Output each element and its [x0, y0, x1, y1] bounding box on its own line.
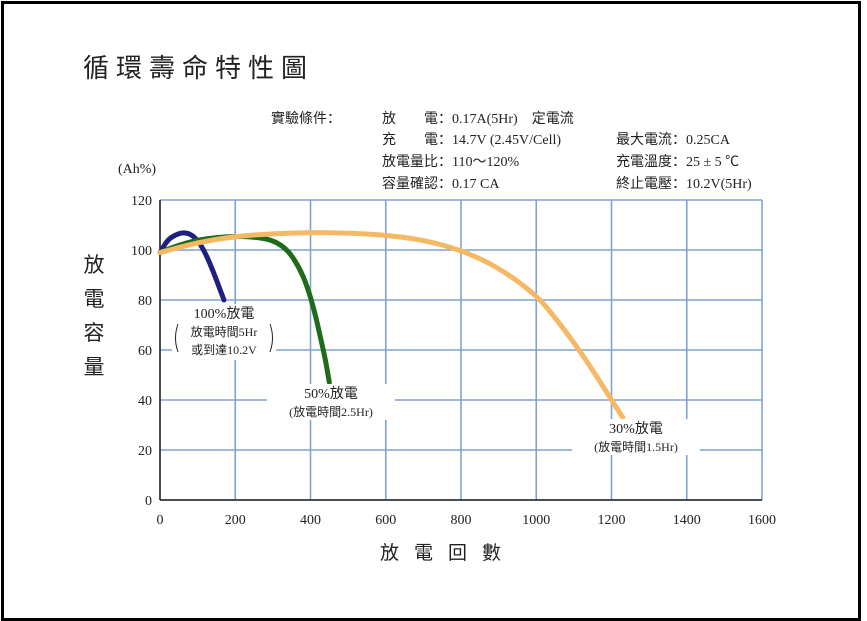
y-tick-label: 100 [131, 244, 152, 259]
annotation-text: (放電時間1.5Hr) [594, 439, 678, 454]
annotation-bracket-right [269, 323, 273, 353]
x-tick-label: 1000 [522, 513, 550, 528]
y-axis-label-char: 電 [83, 287, 105, 311]
y-tick-label: 120 [131, 194, 152, 209]
y-tick-label: 20 [138, 444, 152, 459]
y-tick-label: 60 [138, 344, 152, 359]
condition-line-7: 終止電壓：10.2V(5Hr) [616, 177, 752, 192]
y-axis-label-char: 量 [83, 355, 105, 379]
y-tick-label: 0 [145, 494, 152, 509]
y-tick-label: 80 [138, 294, 152, 309]
x-tick-label: 1600 [748, 513, 776, 528]
conditions-header: 實驗條件： [271, 112, 341, 127]
condition-line-6: 充電溫度：25 ± 5 ℃ [616, 155, 740, 170]
annotation-box [267, 384, 395, 420]
condition-line-1: 放 電：0.17A(5Hr) 定電流 [382, 112, 574, 127]
series-line-3 [157, 230, 626, 420]
series-line-1 [157, 230, 227, 303]
y-tick-label: 40 [138, 394, 152, 409]
x-tick-label: 1200 [598, 513, 626, 528]
x-tick-label: 1400 [673, 513, 701, 528]
y-axis-label-char: 放 [83, 253, 105, 277]
annotation-box [572, 419, 700, 455]
annotation-text: 30%放電 [609, 421, 663, 437]
y-axis-label: 放電容量 [80, 248, 108, 384]
condition-line-3: 放電量比：110～120% [382, 155, 520, 170]
annotation-text: (放電時間2.5Hr) [289, 404, 373, 419]
chart-title: 循環壽命特性圖 [83, 54, 315, 84]
x-tick-label: 200 [225, 513, 246, 528]
x-tick-label: 0 [157, 513, 164, 528]
x-tick-label: 400 [300, 513, 321, 528]
annotation-text: 50%放電 [304, 386, 358, 402]
y-axis-label-char: 容 [83, 321, 105, 345]
series-line-2 [157, 233, 332, 385]
condition-line-5: 最大電流：0.25CA [616, 133, 730, 148]
condition-line-4: 容量確認：0.17 CA [382, 177, 500, 192]
annotation-text: 或到達10.2V [191, 343, 257, 357]
condition-line-2: 充 電：14.7V (2.45V/Cell) [382, 133, 562, 148]
y-axis-unit: (Ah%) [118, 162, 157, 177]
annotation-bracket-left [175, 323, 179, 353]
x-tick-label: 800 [451, 513, 472, 528]
annotation-box [172, 304, 276, 360]
annotation-text: 放電時間5Hr [191, 324, 258, 339]
x-tick-label: 600 [375, 513, 396, 528]
x-axis-label: 放電回數 [380, 542, 517, 564]
annotation-text: 100%放電 [194, 306, 255, 322]
